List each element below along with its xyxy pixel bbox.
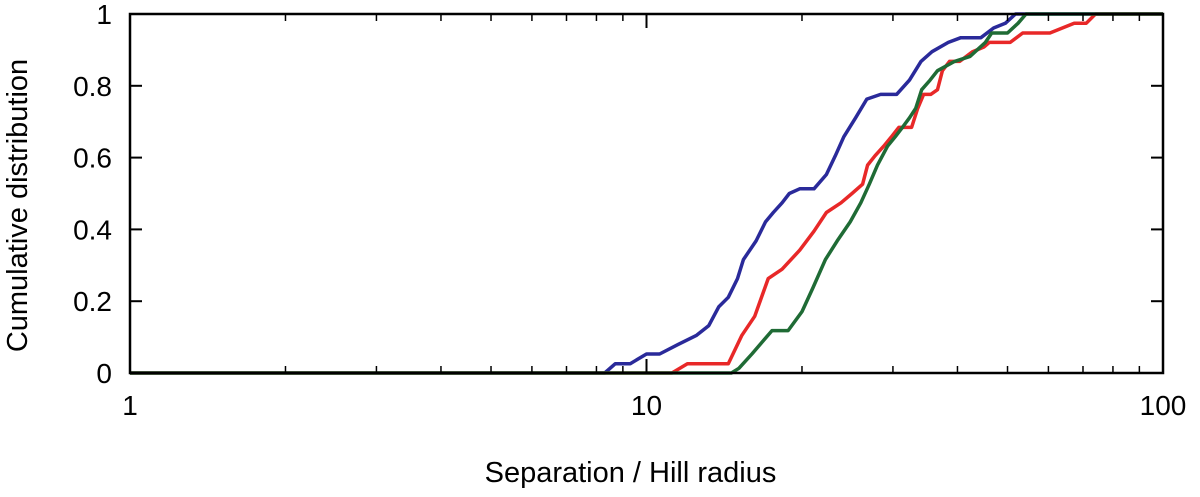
y-tick-label: 0.4	[73, 214, 112, 245]
y-tick-label: 1	[96, 0, 112, 30]
x-axis-label: Separation / Hill radius	[485, 457, 777, 489]
series-line-3	[130, 12, 1163, 375]
x-tick-label: 10	[631, 390, 662, 421]
y-tick-label: 0.2	[73, 286, 112, 317]
x-tick-label: 1	[122, 390, 138, 421]
x-tick-label: 100	[1140, 390, 1187, 421]
ticks-layer: 0 0.2 0.4 0.6 0.8 1 1 10 100	[73, 0, 1186, 421]
y-tick-label: 0.8	[73, 71, 112, 102]
plot-frame	[128, 12, 1165, 375]
y-tick-label: 0	[96, 358, 112, 389]
series-line-2	[130, 12, 1163, 375]
series-line-1	[130, 12, 1163, 375]
y-axis-label: Cumulative distribution	[2, 59, 34, 352]
y-tick-label: 0.6	[73, 143, 112, 174]
series-layer	[130, 12, 1163, 375]
